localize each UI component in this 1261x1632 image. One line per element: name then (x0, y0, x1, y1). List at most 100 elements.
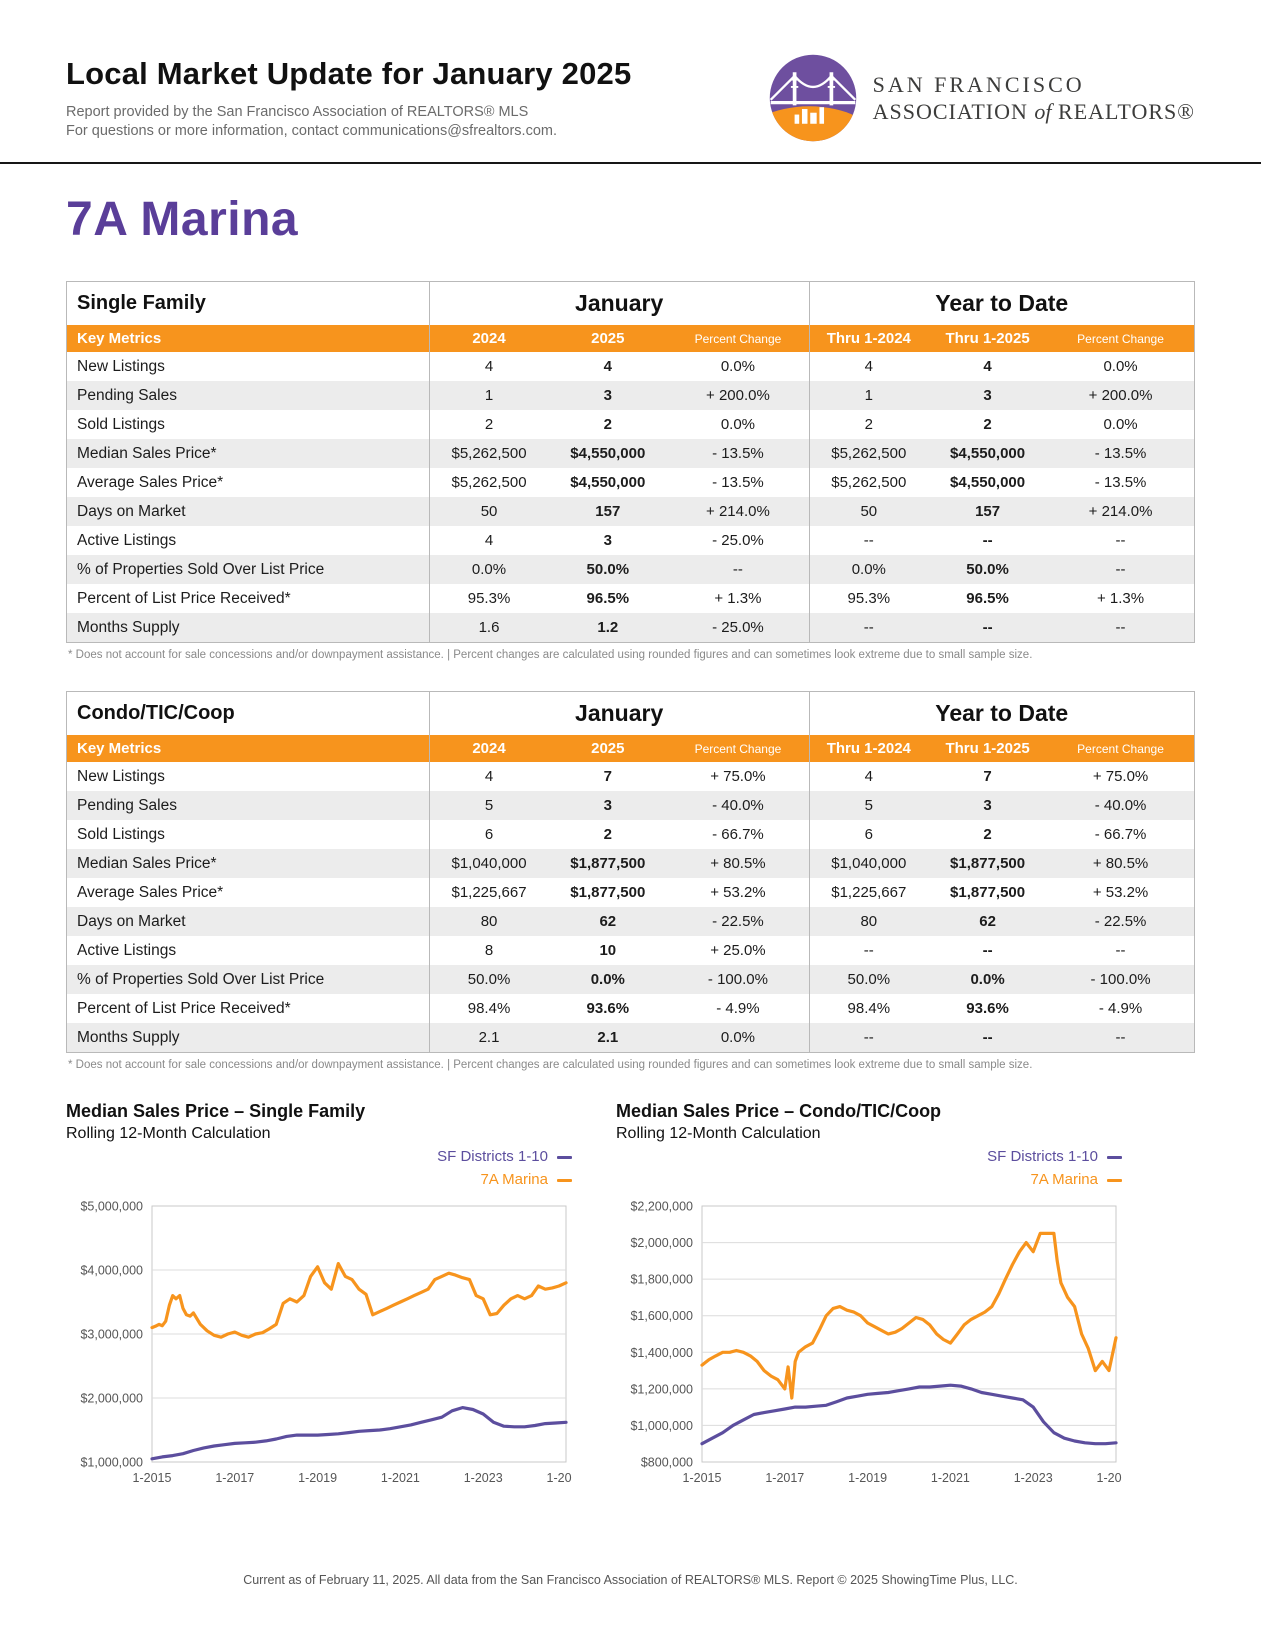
value-cell: 4 (983, 358, 992, 375)
x-tick-label: 1-2019 (848, 1471, 887, 1485)
sfar-logo: SAN FRANCISCO ASSOCIATION of REALTORS® (767, 52, 1195, 144)
value-cell: 3 (983, 797, 992, 814)
metric-label: % of Properties Sold Over List Price (77, 970, 325, 988)
table-row: Months Supply 2.1 2.1 0.0% -- -- -- (66, 1023, 1195, 1053)
value-cell: 95.3% (428, 584, 549, 613)
table-row: New Listings 4 4 0.0% 4 4 0.0% (67, 352, 1195, 381)
report-title: Local Market Update for January 2025 (66, 56, 632, 91)
value-cell: $1,225,667 (428, 878, 549, 907)
value-cell: - 25.0% (712, 619, 764, 636)
value-cell: - 13.5% (712, 445, 764, 462)
series-line-sf-districts-1-10 (700, 1383, 1118, 1445)
chart-svg: $1,000,000 $2,000,000 $3,000,000 $4,000,000… (80, 1199, 585, 1485)
value-cell: 50.0% (428, 965, 549, 994)
y-tick-label: $800,000 (641, 1455, 693, 1469)
value-cell: 50 (808, 497, 929, 526)
value-cell: 93.6% (966, 1000, 1009, 1017)
x-tick-label: 1-2017 (215, 1471, 254, 1485)
legend-item: 7A Marina (66, 1168, 572, 1191)
y-tick-label: $1,400,000 (630, 1345, 693, 1359)
legend-item: 7A Marina (616, 1168, 1122, 1191)
column-header: Thru 1-2025 (928, 325, 1048, 352)
column-header: Thru 1-2025 (928, 735, 1048, 762)
x-tick-label: 1-2025 (1097, 1471, 1122, 1485)
column-header: 2025 (548, 735, 668, 762)
table-section-row: Condo/TIC/Coop January Year to Date (66, 691, 1195, 735)
value-cell: -- (808, 613, 929, 643)
area-title: 7A Marina (66, 193, 299, 246)
metric-label: Average Sales Price* (77, 473, 224, 491)
metric-label: Percent of List Price Received* (77, 589, 291, 607)
value-cell: - 22.5% (1094, 913, 1147, 930)
table-period-ytd: Year to Date (808, 281, 1195, 325)
metric-label: Days on Market (77, 912, 186, 930)
value-cell: -- (982, 942, 993, 959)
chart-svg: $800,000 $1,000,000 $1,200,000 $1,400,000 $1… (630, 1199, 1135, 1485)
metric-label: Months Supply (77, 618, 180, 636)
metric-label: Pending Sales (77, 796, 177, 814)
value-cell: -- (808, 526, 929, 555)
value-cell: -- (982, 619, 993, 636)
value-cell: 2.1 (428, 1023, 549, 1053)
column-header: Percent Change (667, 325, 810, 352)
table-row: Average Sales Price* $1,225,667 $1,877,500… (67, 878, 1195, 907)
value-cell: $1,877,500 (570, 855, 646, 872)
value-cell: + 214.0% (1088, 503, 1153, 520)
legend-dash-icon (1107, 1155, 1122, 1159)
value-cell: 0.0% (808, 555, 929, 584)
value-cell: 4 (428, 352, 549, 381)
y-tick-label: $2,200,000 (630, 1199, 693, 1213)
value-cell: -- (1115, 1029, 1126, 1046)
table-period-ytd: Year to Date (808, 691, 1195, 735)
y-tick-label: $1,200,000 (630, 1382, 693, 1396)
table-row: Active Listings 8 10 + 25.0% -- -- -- (67, 936, 1195, 965)
value-cell: 0.0% (720, 416, 756, 433)
value-cell: $1,877,500 (950, 884, 1026, 901)
value-cell: 93.6% (586, 1000, 630, 1017)
metric-label: New Listings (77, 767, 165, 785)
value-cell: - 13.5% (1094, 474, 1147, 491)
charts-section: Median Sales Price – Single Family Rolli… (66, 1101, 1195, 1495)
value-cell: $4,550,000 (570, 445, 646, 462)
x-tick-label: 1-2021 (931, 1471, 970, 1485)
table-row: Months Supply 1.6 1.2 - 25.0% -- -- -- (66, 613, 1195, 643)
value-cell: 0.0% (720, 358, 756, 375)
value-cell: 1.6 (428, 613, 549, 643)
value-cell: 3 (983, 387, 992, 404)
chart-legend: SF Districts 1-10 7A Marina (66, 1145, 572, 1192)
value-cell: - 22.5% (712, 913, 764, 930)
value-cell: - 100.0% (1090, 971, 1151, 988)
table-row: Median Sales Price* $1,040,000 $1,877,500 +… (66, 849, 1195, 878)
table-row: Average Sales Price* $5,262,500 $4,550,000… (67, 468, 1195, 497)
value-cell: 80 (808, 907, 929, 936)
value-cell: + 25.0% (710, 942, 766, 959)
value-cell: $5,262,500 (808, 468, 929, 497)
header-text-block: Local Market Update for January 2025 Rep… (66, 56, 631, 142)
table-row: New Listings 4 7 + 75.0% 4 7 + 75.0% (67, 762, 1195, 791)
value-cell: 96.5% (586, 590, 630, 607)
series-line-7a-marina (700, 1231, 1118, 1400)
value-cell: $5,262,500 (428, 439, 549, 468)
value-cell: 2 (428, 410, 549, 439)
value-cell: 50 (428, 497, 549, 526)
legend-dash-icon (557, 1178, 572, 1182)
value-cell: -- (1115, 561, 1126, 578)
value-cell: + 75.0% (1092, 768, 1149, 785)
value-cell: 7 (983, 768, 992, 785)
value-cell: 6 (808, 820, 929, 849)
x-tick-label: 1-2025 (547, 1471, 572, 1485)
logo-association: ASSOCIATION (872, 99, 1028, 124)
column-header: Thru 1-2024 (808, 325, 929, 352)
value-cell: + 80.5% (1092, 855, 1149, 872)
x-tick-label: 1-2019 (298, 1471, 337, 1485)
table-period-january: January (428, 281, 810, 325)
chart-block-single-family: Median Sales Price – Single Family Rolli… (66, 1101, 586, 1495)
report-subtitle-1: Report provided by the San Francisco Ass… (66, 104, 529, 120)
value-cell: $1,877,500 (570, 884, 646, 901)
y-tick-label: $2,000,000 (630, 1236, 693, 1250)
value-cell: 3 (603, 532, 612, 549)
value-cell: 98.4% (428, 994, 549, 1023)
value-cell: 6 (428, 820, 549, 849)
legend-dash-icon (1107, 1178, 1122, 1182)
value-cell: + 80.5% (710, 855, 766, 872)
